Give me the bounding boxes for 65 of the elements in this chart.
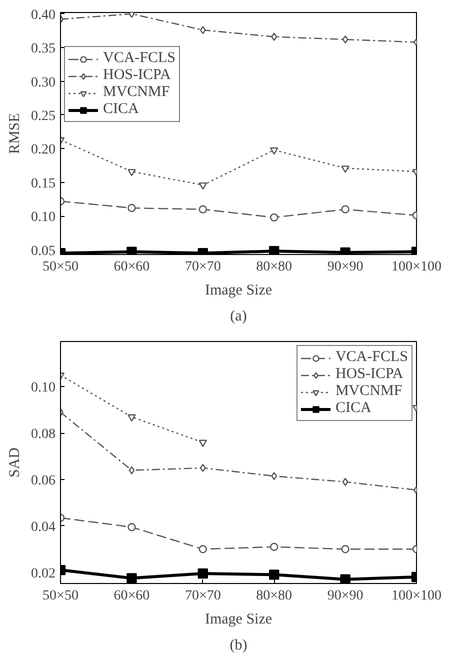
x-tick-label: 70×70 [184,588,221,604]
legend-label: HOS-ICPA [335,366,404,383]
y-tick-label: 0.04 [31,520,56,535]
x-tick-label: 50×50 [42,588,78,604]
legend-label: MVCNMF [335,383,402,400]
y-tick-label: 0.08 [31,427,56,442]
y-tick-label: 0.35 [31,42,56,57]
point [270,213,278,222]
legend-label: CICA [335,400,372,417]
y-tick-label: 0.40 [31,8,56,23]
x-tick-label: 100×100 [392,260,442,274]
point [342,478,348,486]
y-axis-title: SAD [7,447,23,478]
x-tick-label: 50×50 [42,260,78,274]
point [126,246,137,254]
point [271,472,278,480]
x-tick-label: 90×90 [327,260,364,274]
y-tick-label: 0.05 [31,244,56,259]
x-tick-label: 90×90 [327,588,364,604]
point [198,182,207,190]
x-axis-title: Image Size [204,282,272,298]
point [340,574,350,584]
text: (a) [230,308,247,324]
legend-label: VCA-FCLS [335,349,408,366]
x-tick-label: 60×60 [114,588,150,604]
point [128,466,135,474]
point [198,568,208,579]
y-axis-title: RMSE [7,113,23,154]
y-tick-label: 0.10 [31,210,56,226]
legend-label: CICA [103,101,139,118]
x-axis-title: Image Size [204,612,272,628]
point [128,204,136,212]
point [271,32,278,41]
x-tick-label: 80×80 [256,588,292,604]
y-tick-label: 0.02 [31,566,56,582]
legend-label: MVCNMF [103,84,170,101]
y-tick-label: 0.30 [31,75,56,90]
point [341,166,350,173]
point [198,205,207,214]
point [128,414,136,422]
text: (b) [230,638,248,654]
point [270,542,278,551]
x-tick-label: 60×60 [114,260,150,274]
point [128,523,136,532]
x-tick-label: 100×100 [392,588,442,604]
point [128,168,136,176]
point [269,570,280,580]
point [198,545,207,554]
y-tick-label: 0.10 [31,380,56,396]
point [341,545,350,554]
y-tick-label: 0.06 [31,474,56,489]
point [126,573,137,584]
point [200,464,206,472]
x-tick-label: 70×70 [184,260,221,274]
point [342,35,348,44]
point [270,147,278,155]
x-tick-label: 80×80 [256,260,292,274]
point [200,26,206,34]
point [198,440,207,448]
y-tick-label: 0.15 [31,176,56,192]
point [341,205,350,214]
legend-label: HOS-ICPA [103,67,171,84]
y-tick-label: 0.25 [31,108,56,124]
legend-label: VCA-FCLS [103,50,176,67]
y-tick-label: 0.20 [31,142,56,158]
